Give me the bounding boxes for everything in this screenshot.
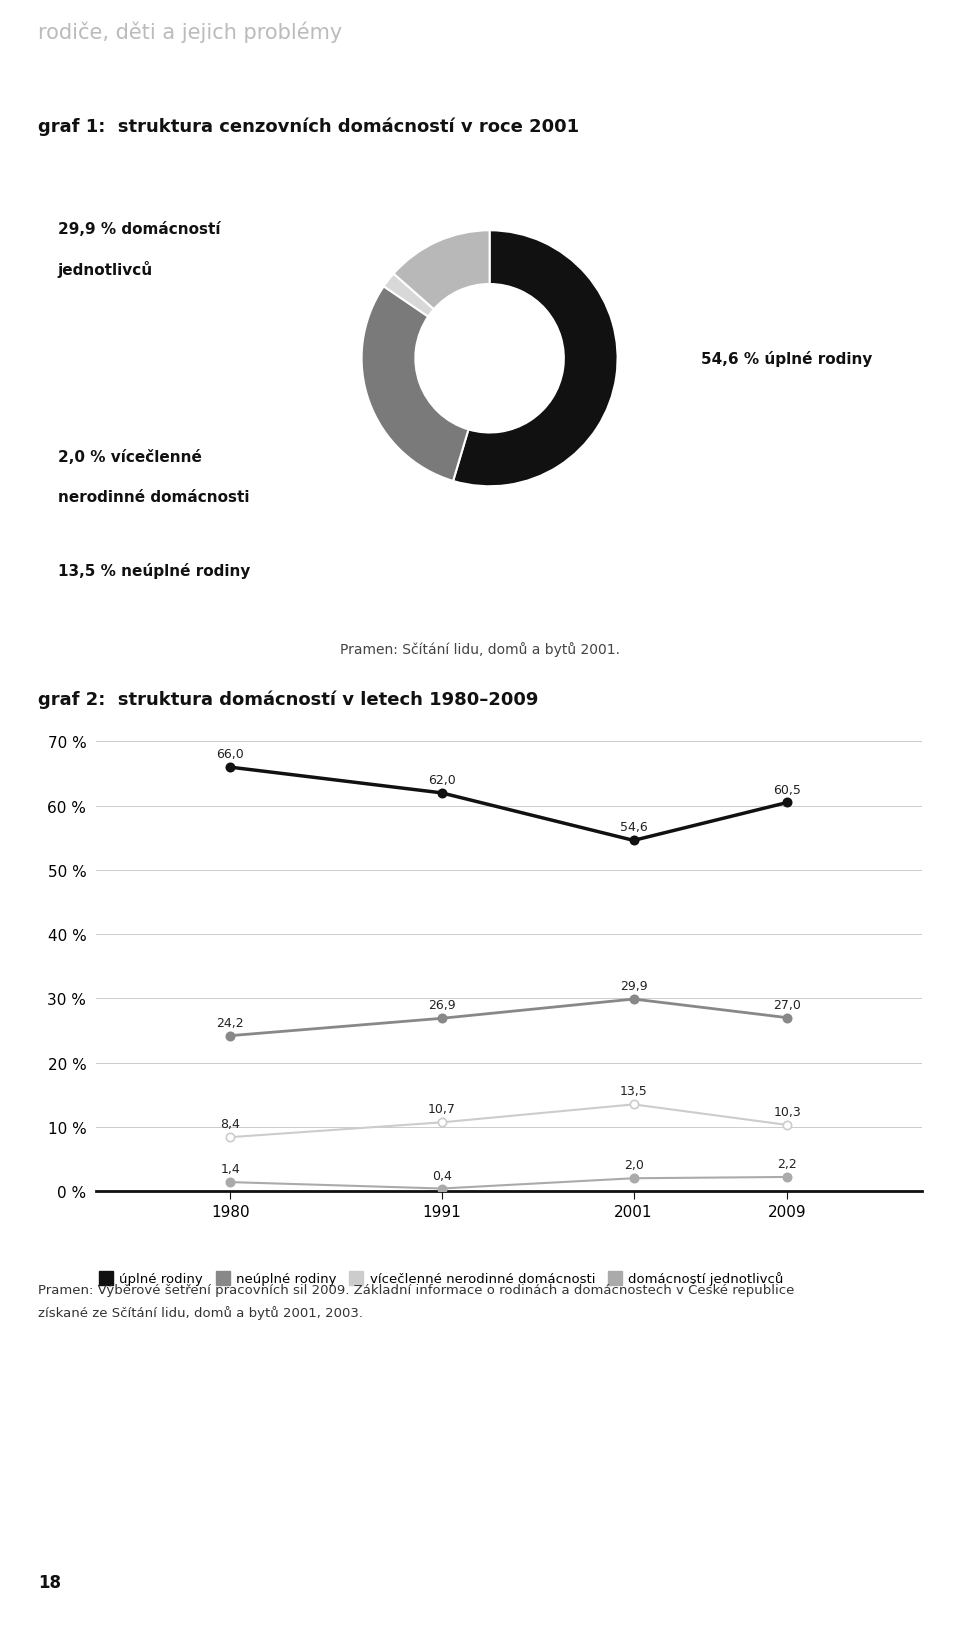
Text: 29,9 % domácností: 29,9 % domácností xyxy=(58,222,220,237)
Text: 13,5: 13,5 xyxy=(620,1085,647,1098)
Text: 62,0: 62,0 xyxy=(428,774,455,787)
Text: nerodinné domácnosti: nerodinné domácnosti xyxy=(58,490,249,504)
Text: 2,0 % vícečlenné: 2,0 % vícečlenné xyxy=(58,450,202,465)
Text: 18: 18 xyxy=(38,1573,61,1591)
Text: 60,5: 60,5 xyxy=(773,783,802,796)
Wedge shape xyxy=(362,287,468,481)
Text: Pramen: Výběrové šetření pracovních sil 2009. Základní informace o rodinách a do: Pramen: Výběrové šetření pracovních sil … xyxy=(38,1281,795,1296)
Text: 54,6 % úplné rodiny: 54,6 % úplné rodiny xyxy=(701,351,873,367)
Text: 24,2: 24,2 xyxy=(217,1017,244,1030)
Text: 26,9: 26,9 xyxy=(428,999,455,1012)
Text: rodiče, děti a jejich problémy: rodiče, děti a jejich problémy xyxy=(38,21,343,44)
Wedge shape xyxy=(394,232,490,310)
Text: 54,6: 54,6 xyxy=(620,821,647,834)
Text: graf 1:  struktura cenzovních domácností v roce 2001: graf 1: struktura cenzovních domácností … xyxy=(38,118,580,135)
Text: 1,4: 1,4 xyxy=(221,1162,240,1175)
Text: 2,2: 2,2 xyxy=(778,1157,797,1170)
Legend: úplné rodiny, neúplné rodiny, vícečlenné nerodinné domácnosti, domácností jednot: úplné rodiny, neúplné rodiny, vícečlenné… xyxy=(94,1266,789,1291)
Text: 10,7: 10,7 xyxy=(427,1103,456,1116)
Text: Pramen: Sčítání lidu, domů a bytů 2001.: Pramen: Sčítání lidu, domů a bytů 2001. xyxy=(340,641,620,656)
Text: graf 2:  struktura domácností v letech 1980–2009: graf 2: struktura domácností v letech 19… xyxy=(38,690,539,708)
Text: 27,0: 27,0 xyxy=(773,999,802,1012)
Text: jednotlivců: jednotlivců xyxy=(58,261,153,277)
Text: 10,3: 10,3 xyxy=(774,1105,801,1118)
Wedge shape xyxy=(384,274,434,317)
Wedge shape xyxy=(453,232,617,486)
Text: 13,5 % neúplné rodiny: 13,5 % neúplné rodiny xyxy=(58,563,250,579)
Text: 66,0: 66,0 xyxy=(217,747,244,761)
Text: 2,0: 2,0 xyxy=(624,1159,643,1172)
Text: získané ze Sčítání lidu, domů a bytů 2001, 2003.: získané ze Sčítání lidu, domů a bytů 200… xyxy=(38,1306,364,1320)
Text: 0,4: 0,4 xyxy=(432,1169,451,1182)
Text: 8,4: 8,4 xyxy=(221,1118,240,1131)
Text: 29,9: 29,9 xyxy=(620,979,647,992)
